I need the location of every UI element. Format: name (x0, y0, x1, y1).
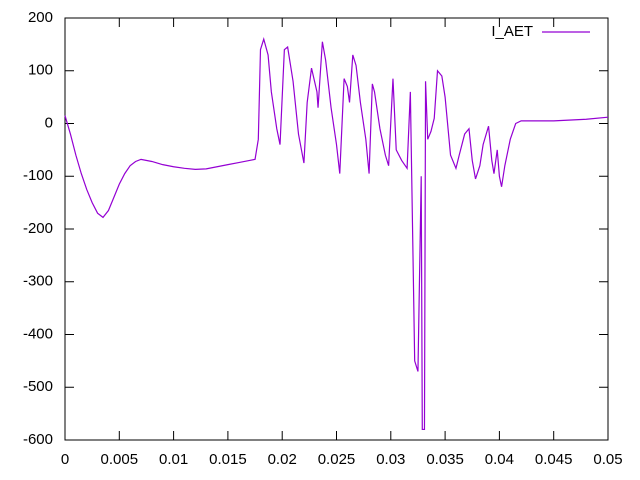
x-tick-label: 0.035 (426, 451, 464, 468)
y-tick-label: -100 (23, 167, 53, 184)
y-tick-label: -200 (23, 220, 53, 237)
y-tick-label: -400 (23, 325, 53, 342)
y-tick-label: -600 (23, 431, 53, 448)
x-tick-label: 0.04 (485, 451, 514, 468)
x-tick-label: 0.025 (318, 451, 356, 468)
y-tick-label: 0 (45, 114, 53, 131)
y-tick-label: 100 (28, 62, 53, 79)
x-tick-label: 0.05 (593, 451, 622, 468)
x-tick-label: 0.03 (376, 451, 405, 468)
x-tick-label: 0.045 (535, 451, 573, 468)
legend-label: I_AET (491, 23, 533, 40)
data-line (64, 36, 609, 431)
x-tick-label: 0.02 (268, 451, 297, 468)
y-tick-label: -500 (23, 378, 53, 395)
y-tick-label: 200 (28, 9, 53, 26)
x-tick-label: 0 (61, 451, 69, 468)
x-tick-label: 0.015 (209, 451, 247, 468)
x-tick-label: 0.005 (101, 451, 139, 468)
plot-border (64, 17, 609, 441)
x-tick-label: 0.01 (159, 451, 188, 468)
y-tick-label: -300 (23, 273, 53, 290)
